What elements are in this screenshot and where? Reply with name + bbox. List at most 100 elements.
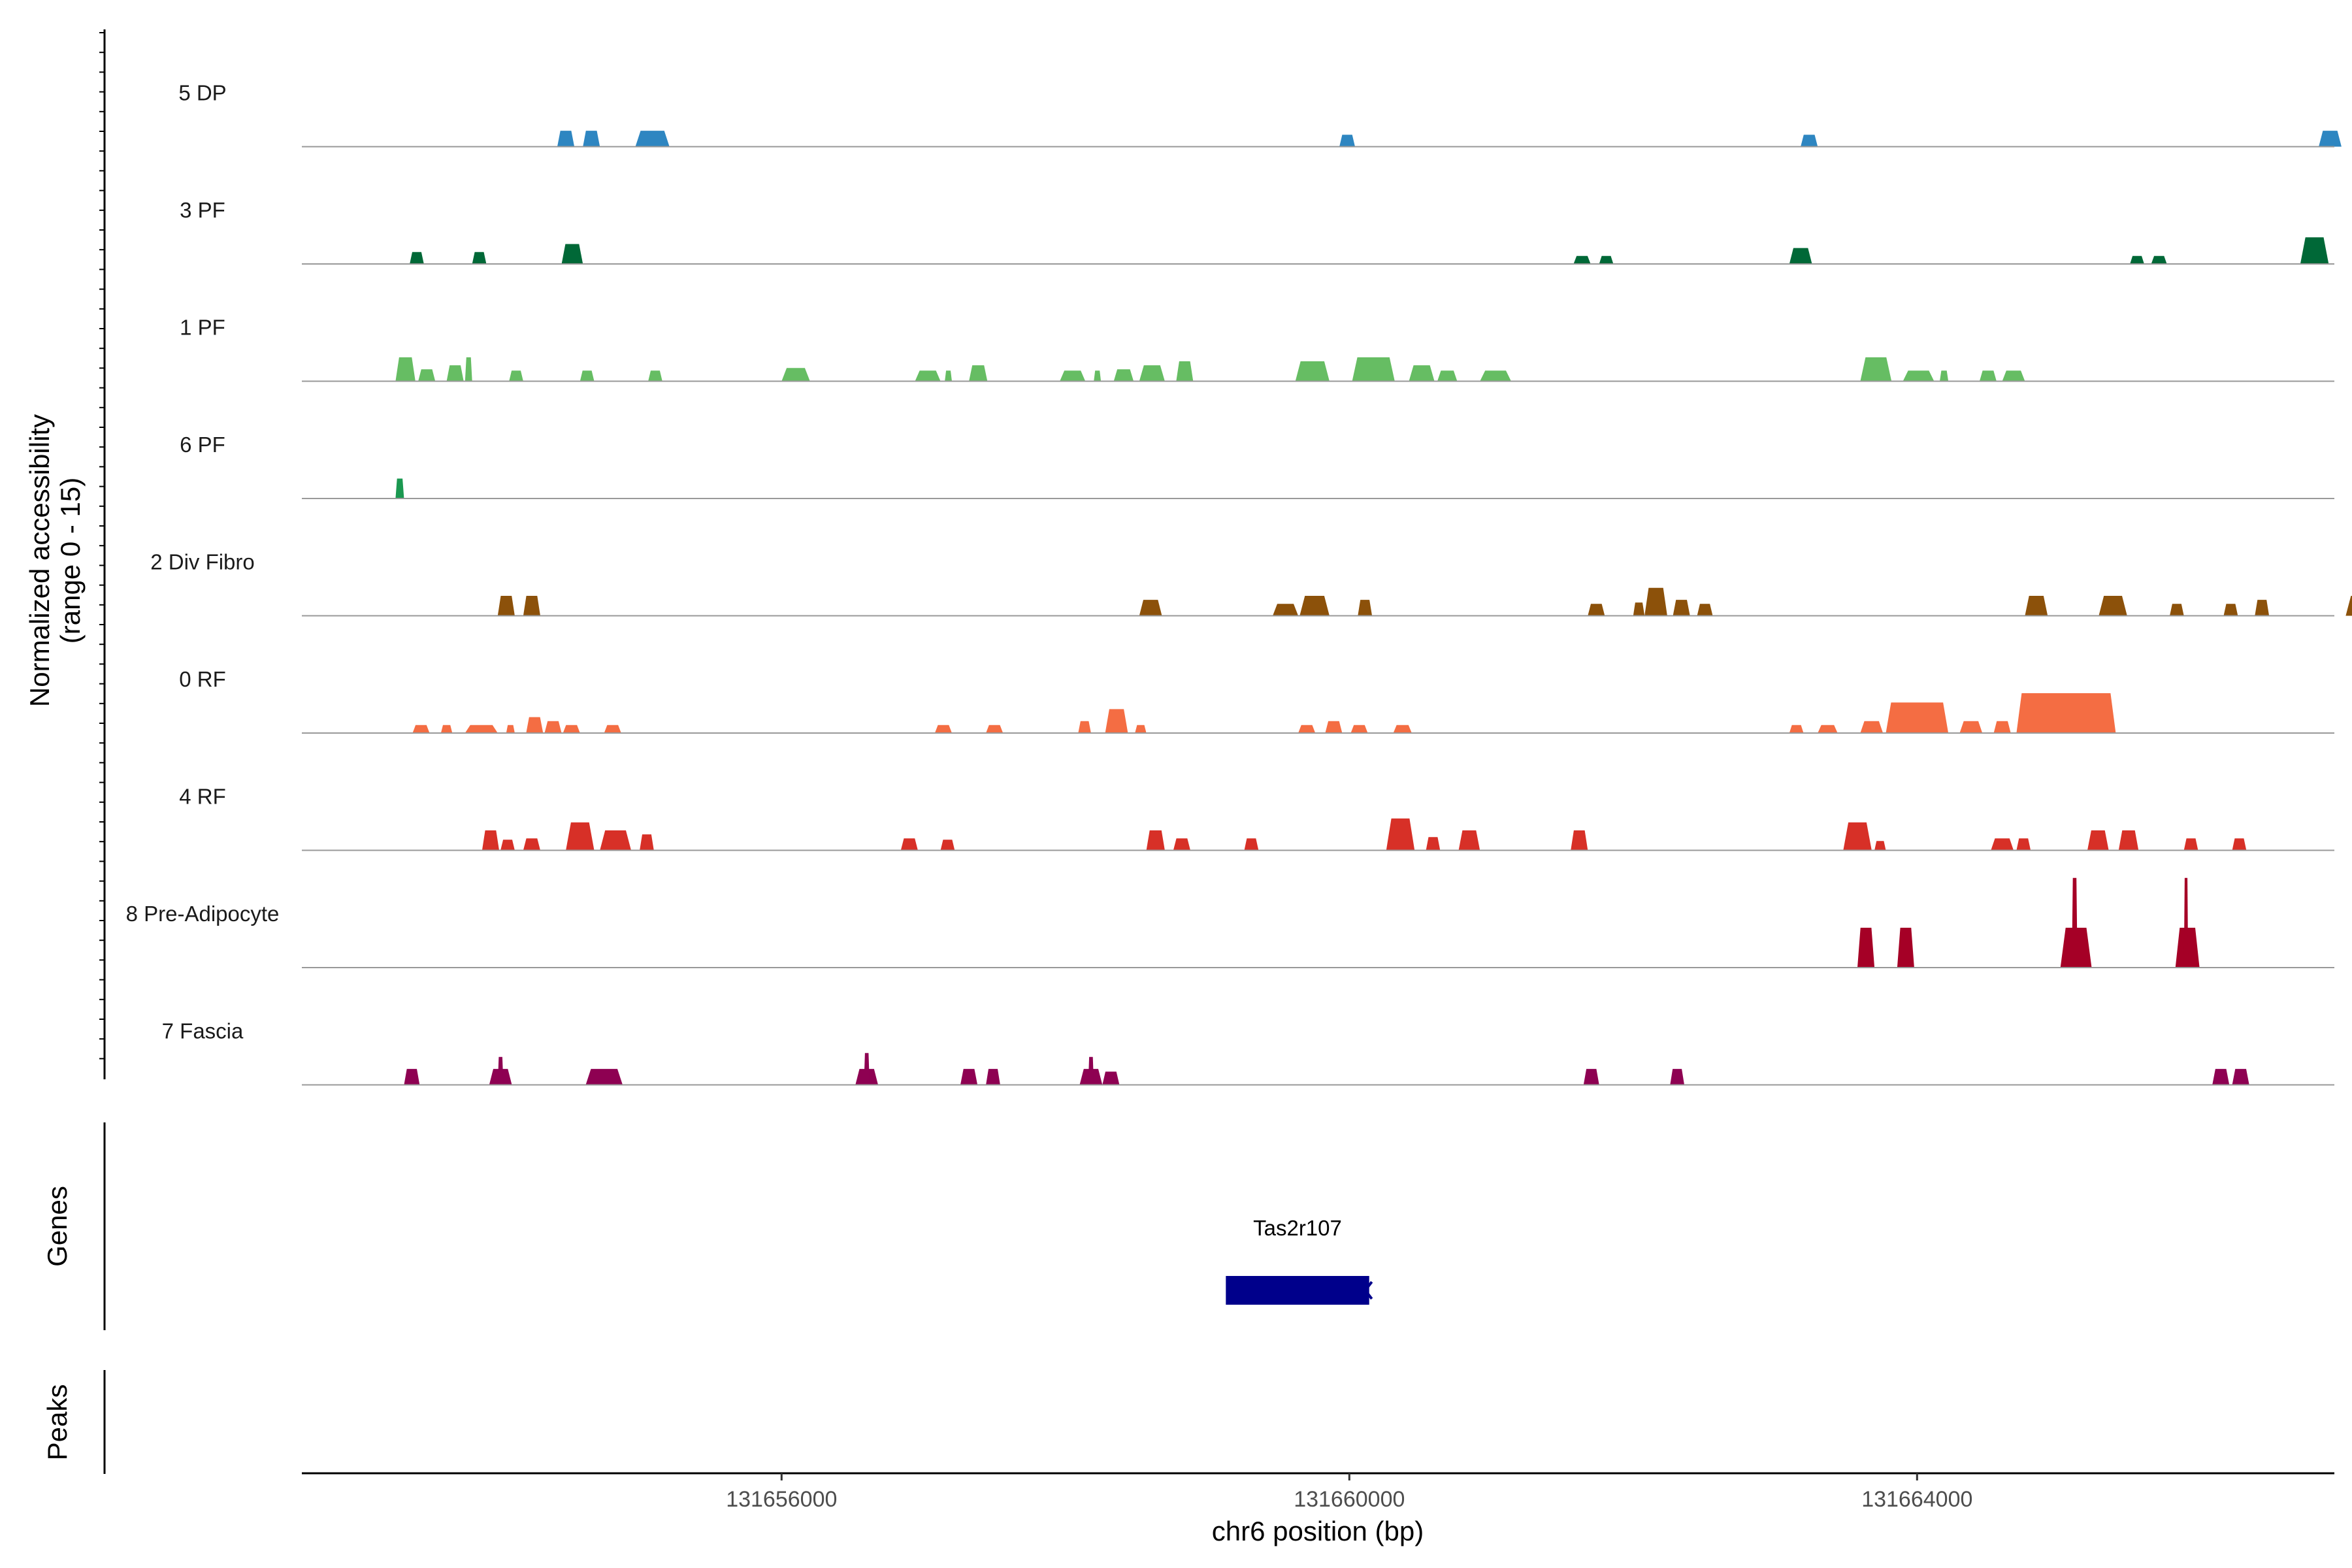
coverage-peak: [1060, 370, 1086, 382]
coverage-peak: [412, 725, 430, 733]
coverage-peak: [1801, 135, 1818, 147]
coverage-peak: [418, 369, 436, 382]
track-8-pre-adipocyte: 8 Pre-Adipocyte: [126, 877, 2334, 968]
coverage-peak: [500, 840, 515, 851]
coverage-peak: [497, 596, 515, 616]
coverage-peak: [1673, 600, 1690, 616]
coverage-peak: [1991, 838, 2014, 851]
coverage-peak: [2170, 604, 2184, 616]
coverage-peak: [395, 478, 404, 498]
coverage-peak: [1135, 725, 1147, 733]
coverage-peak: [648, 370, 662, 382]
track-label: 2 Div Fibro: [150, 550, 255, 574]
coverage-peak: [1244, 838, 1259, 851]
coverage-peak: [1993, 721, 2011, 733]
coverage-peak: [2099, 596, 2127, 616]
coverage-peak: [1886, 702, 1949, 733]
coverage-peak: [410, 252, 424, 264]
genes-group: Tas2r107: [1226, 1216, 1373, 1305]
coverage-peak: [781, 368, 810, 382]
coverage-peak: [465, 357, 472, 382]
coverage-peak: [1350, 725, 1368, 733]
coverage-peak: [1818, 725, 1838, 733]
coverage-peak: [1339, 135, 1355, 147]
coverage-peak: [440, 725, 453, 733]
coverage-peak: [404, 1069, 420, 1085]
coverage-peak: [1088, 1056, 1094, 1085]
coverage-peak: [1393, 725, 1412, 733]
coverage-peak: [1298, 725, 1316, 733]
track-label: 7 Fascia: [162, 1019, 244, 1043]
coverage-y-ticks: [99, 32, 105, 1060]
coverage-peak: [526, 717, 544, 733]
coverage-peak: [960, 1069, 978, 1085]
coverage-peak: [1105, 709, 1128, 733]
track-label: 5 DP: [178, 81, 226, 105]
track-label: 0 RF: [179, 667, 226, 691]
track-label: 6 PF: [180, 433, 225, 457]
coverage-peak: [986, 725, 1004, 733]
coverage-peak: [1352, 357, 1395, 382]
track-1-pf: 1 PF: [180, 316, 2334, 382]
coverage-peak: [1437, 370, 1458, 382]
coverage-peak: [1860, 357, 1892, 382]
coverage-peak: [1571, 830, 1588, 851]
coverage-peak: [940, 840, 955, 851]
coverage-peak: [1358, 600, 1373, 616]
gene-body: [1226, 1276, 1369, 1305]
coverage-peak: [1903, 370, 1935, 382]
coverage-tracks: 5 DP 3 PF 1 PF 6 PF 2 Div Fibro 0 RF 4 RF 8 Pre…: [126, 81, 2352, 1086]
coverage-peak: [2183, 877, 2189, 968]
coverage-peak: [1940, 370, 1949, 382]
x-tick-label: 131660000: [1294, 1487, 1405, 1512]
coverage-peak: [1874, 841, 1886, 851]
coverage-peak: [1139, 600, 1162, 616]
gene-strand-arrow: [1364, 1281, 1373, 1300]
coverage-peak: [945, 370, 952, 382]
coverage-peak: [1325, 721, 1343, 733]
coverage-peak: [1386, 818, 1415, 851]
coverage-peak: [1273, 604, 1299, 616]
track-label: 4 RF: [179, 785, 226, 809]
coverage-peak: [2183, 838, 2198, 851]
coverage-peak: [600, 830, 631, 851]
coverage-peak: [1857, 928, 1875, 968]
coverage-peak: [2072, 877, 2078, 968]
coverage-peak: [2087, 830, 2109, 851]
coverage-peak: [864, 1053, 870, 1085]
coverage-peak: [2151, 255, 2167, 264]
coverage-peak: [1426, 837, 1441, 851]
x-tick-label: 131664000: [1861, 1487, 1972, 1512]
coverage-peak: [1633, 602, 1645, 616]
coverage-peak: [544, 721, 562, 733]
coverage-peak: [640, 834, 654, 851]
track-label: 8 Pre-Adipocyte: [126, 902, 280, 926]
coverage-peak: [472, 252, 487, 264]
coverage-peak: [1458, 830, 1480, 851]
coverage-peak: [1789, 248, 1812, 264]
coverage-peak: [1843, 822, 1872, 851]
coverage-peak: [2345, 596, 2352, 616]
coverage-peak: [523, 596, 540, 616]
coverage-peak: [1789, 725, 1804, 733]
coverage-peak: [915, 370, 941, 382]
track-2-div-fibro: 2 Div Fibro: [150, 550, 2352, 617]
x-tick-label: 131656000: [726, 1487, 837, 1512]
coverage-peak: [1480, 370, 1511, 382]
coverage-peak: [509, 370, 523, 382]
coverage-peak: [900, 838, 918, 851]
track-label: 1 PF: [180, 316, 225, 340]
x-axis-title: chr6 position (bp): [1212, 1516, 1424, 1546]
coverage-peak: [465, 725, 498, 733]
peaks-panel-label: Peaks: [42, 1384, 73, 1461]
coverage-peak: [2118, 830, 2139, 851]
coverage-peak: [2300, 237, 2329, 264]
coverage-peak: [2016, 693, 2116, 733]
track-5-dp: 5 DP: [178, 81, 2342, 148]
coverage-peak: [566, 822, 595, 851]
coverage-peak: [969, 365, 988, 382]
y-axis-title-line2: (range 0 - 15): [55, 478, 86, 644]
coverage-peak: [1113, 369, 1134, 382]
coverage-peak: [1860, 721, 1884, 733]
